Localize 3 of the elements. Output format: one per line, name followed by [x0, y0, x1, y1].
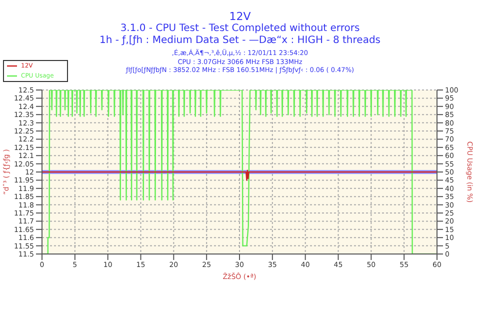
- chart-title: 12V: [228, 10, 252, 23]
- line-series: [42, 170, 437, 181]
- chart-subtitle: 3.1.0 - CPU Test - Test Completed without errors 1h - ƒ‚[ƒh : Medium Data Set - —Dæ“x : HIGH - 8 threads: [98, 23, 382, 47]
